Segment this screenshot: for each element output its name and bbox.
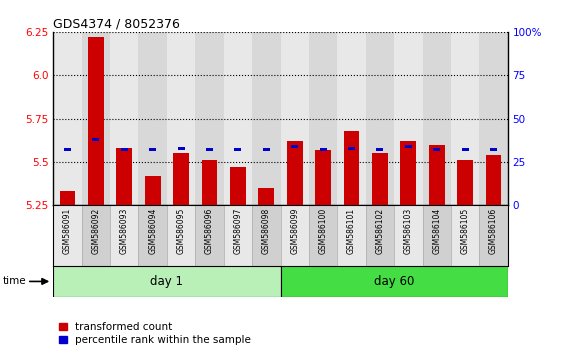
Bar <box>309 205 337 266</box>
Bar <box>202 160 217 205</box>
Text: day 60: day 60 <box>374 275 414 288</box>
Text: GSM586093: GSM586093 <box>120 208 129 254</box>
Text: GSM586102: GSM586102 <box>375 208 384 254</box>
Bar <box>372 153 388 205</box>
Bar <box>280 205 309 266</box>
Bar <box>451 205 479 266</box>
Bar <box>376 148 383 152</box>
Text: GSM586100: GSM586100 <box>319 208 328 254</box>
Bar <box>291 145 298 148</box>
Bar <box>422 32 451 205</box>
Bar <box>167 32 195 205</box>
Bar <box>344 131 359 205</box>
Bar <box>287 141 302 205</box>
Bar <box>252 32 280 205</box>
Bar <box>195 32 224 205</box>
Bar <box>234 148 241 152</box>
Bar <box>263 148 270 152</box>
Legend: transformed count, percentile rank within the sample: transformed count, percentile rank withi… <box>58 322 251 345</box>
Bar <box>224 32 252 205</box>
Bar <box>88 37 104 205</box>
Text: GSM586095: GSM586095 <box>177 208 186 254</box>
Bar <box>394 205 422 266</box>
Bar <box>224 205 252 266</box>
Text: GSM586094: GSM586094 <box>148 208 157 254</box>
Bar <box>405 145 412 148</box>
Text: GSM586103: GSM586103 <box>404 208 413 254</box>
Bar <box>117 148 132 205</box>
Bar <box>121 148 128 152</box>
Bar <box>490 148 497 152</box>
Bar <box>82 205 110 266</box>
Bar <box>315 150 331 205</box>
Bar <box>433 148 440 152</box>
Bar <box>145 176 160 205</box>
Bar <box>53 32 82 205</box>
Bar <box>110 32 139 205</box>
Bar <box>53 266 280 297</box>
Bar <box>479 32 508 205</box>
Bar <box>479 205 508 266</box>
Bar <box>139 205 167 266</box>
Bar <box>457 160 473 205</box>
Bar <box>149 148 156 152</box>
Bar <box>93 138 99 141</box>
Text: GDS4374 / 8052376: GDS4374 / 8052376 <box>53 18 180 31</box>
Bar <box>53 205 82 266</box>
Text: GSM586098: GSM586098 <box>262 208 271 254</box>
Bar <box>429 145 444 205</box>
Bar <box>486 155 502 205</box>
Bar <box>173 153 189 205</box>
Bar <box>280 32 309 205</box>
Bar <box>309 32 337 205</box>
Bar <box>110 205 139 266</box>
Bar <box>82 32 110 205</box>
Bar <box>252 205 280 266</box>
Bar <box>394 32 422 205</box>
Text: GSM586106: GSM586106 <box>489 208 498 254</box>
Bar <box>320 148 327 152</box>
Bar <box>259 188 274 205</box>
Bar <box>59 192 75 205</box>
Bar <box>401 141 416 205</box>
Bar <box>139 32 167 205</box>
Text: GSM586091: GSM586091 <box>63 208 72 254</box>
Bar <box>451 32 479 205</box>
Text: GSM586105: GSM586105 <box>461 208 470 254</box>
Bar <box>366 32 394 205</box>
Text: time: time <box>3 276 26 286</box>
Text: GSM586099: GSM586099 <box>290 208 299 254</box>
Bar <box>195 205 224 266</box>
Text: GSM586101: GSM586101 <box>347 208 356 254</box>
Bar <box>230 167 246 205</box>
Bar <box>64 148 71 152</box>
Bar <box>206 148 213 152</box>
Text: GSM586096: GSM586096 <box>205 208 214 254</box>
Bar <box>348 147 355 150</box>
Bar <box>337 205 366 266</box>
Bar <box>462 148 468 152</box>
Text: GSM586092: GSM586092 <box>91 208 100 254</box>
Bar <box>337 32 366 205</box>
Bar <box>280 266 508 297</box>
Text: GSM586097: GSM586097 <box>233 208 242 254</box>
Bar <box>422 205 451 266</box>
Bar <box>167 205 195 266</box>
Text: day 1: day 1 <box>150 275 183 288</box>
Bar <box>178 147 185 150</box>
Bar <box>366 205 394 266</box>
Text: GSM586104: GSM586104 <box>432 208 441 254</box>
